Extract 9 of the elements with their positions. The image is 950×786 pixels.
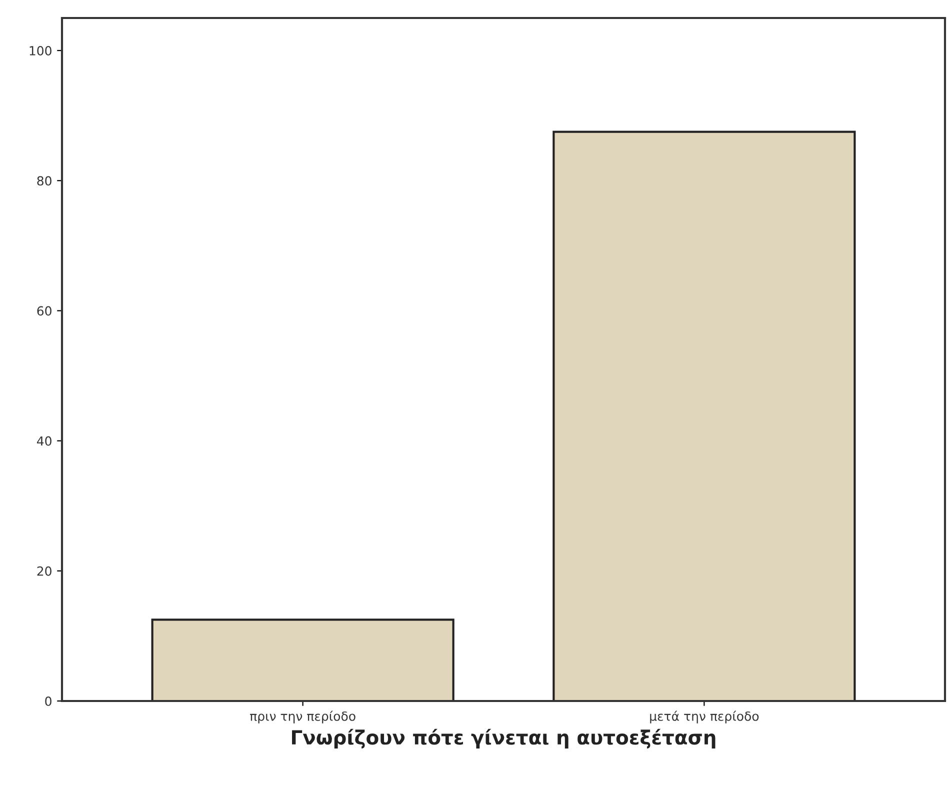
y-tick-label: 80 [37, 176, 52, 186]
x-axis-title: Γνωρίζουν πότε γίνεται η αυτοεξέταση [292, 728, 716, 748]
x-tick-label: πριν την περίοδο [250, 710, 356, 724]
y-tick-label: 0 [45, 696, 52, 706]
x-tick-label: μετά την περίοδο [650, 710, 759, 724]
y-tick-label: 20 [37, 566, 52, 576]
y-tick-label: 40 [36, 436, 52, 446]
y-tick-label: 100 [30, 46, 52, 56]
y-tick-label: 60 [37, 306, 52, 316]
